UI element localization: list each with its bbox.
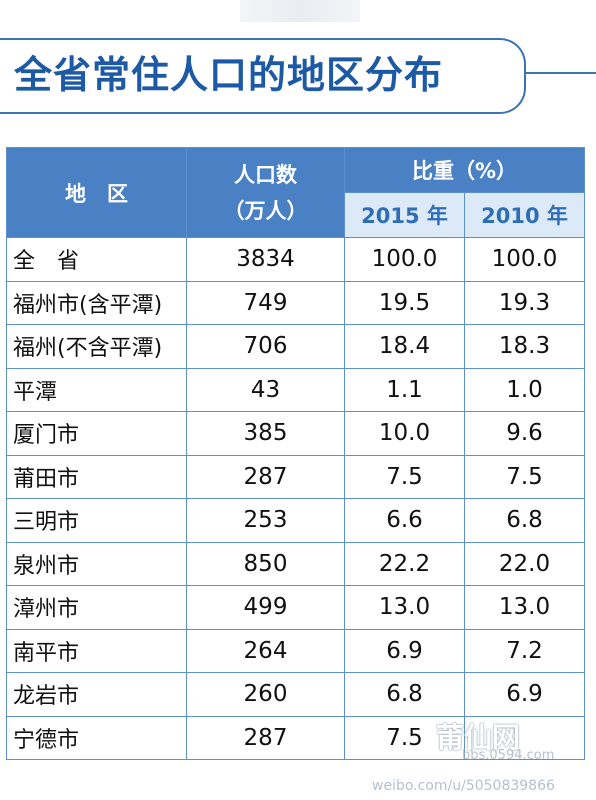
top-watermark-decoration [240, 0, 360, 22]
ratio-2015-cell: 1.1 [344, 367, 465, 412]
title-rule [524, 72, 596, 74]
header-population-line1: 人口数 [234, 162, 297, 187]
region-cell: 厦门市 [6, 411, 187, 456]
region-cell: 平潭 [6, 367, 187, 412]
region-cell: 全 省 [6, 237, 187, 282]
ratio-2010-cell: 7.2 [463, 628, 586, 673]
region-cell: 三明市 [6, 498, 187, 543]
site-url-watermark: bbs.0594.com [462, 748, 555, 763]
region-cell: 福州(不含平潭) [6, 324, 187, 369]
population-cell: 260 [186, 672, 345, 717]
header-ratio: 比重（%） [343, 147, 586, 193]
population-table: 地 区 人口数 （万人） 比重（%） 2015 年 2010 年 全 省 3834… [6, 147, 586, 760]
table-row: 平潭 43 1.1 1.0 [6, 367, 586, 412]
population-cell: 749 [186, 280, 345, 325]
site-logo-watermark: 莆仙网 [436, 721, 521, 754]
ratio-2010-cell: 9.6 [463, 411, 586, 456]
ratio-2010-cell: 100.0 [463, 237, 586, 282]
ratio-2010-cell: 22.0 [463, 541, 586, 586]
table-row: 厦门市 385 10.0 9.6 [6, 411, 586, 456]
ratio-2010-cell: 7.5 [463, 454, 586, 499]
ratio-2015-cell: 10.0 [344, 411, 465, 456]
ratio-2010-cell: 6.9 [463, 672, 586, 717]
population-cell: 499 [186, 585, 345, 630]
ratio-2015-cell: 7.5 [344, 454, 465, 499]
page-title: 全省常住人口的地区分布 [14, 53, 444, 97]
title-frame [0, 38, 526, 114]
ratio-2010-cell: 13.0 [463, 585, 586, 630]
table-row: 全 省 3834 100.0 100.0 [6, 237, 586, 282]
ratio-2015-cell: 18.4 [344, 324, 465, 369]
ratio-2015-cell: 19.5 [344, 280, 465, 325]
ratio-2015-cell: 22.2 [344, 541, 465, 586]
table-row: 三明市 253 6.6 6.8 [6, 498, 586, 543]
table-row: 莆田市 287 7.5 7.5 [6, 454, 586, 499]
ratio-2010-cell [463, 715, 586, 760]
region-cell: 莆田市 [6, 454, 187, 499]
ratio-2010-cell: 18.3 [463, 324, 586, 369]
population-cell: 385 [186, 411, 345, 456]
table-row: 宁德市 287 7.5 [6, 715, 586, 760]
region-cell: 南平市 [6, 628, 187, 673]
ratio-2010-cell: 6.8 [463, 498, 586, 543]
region-cell: 泉州市 [6, 541, 187, 586]
table-row: 福州(不含平潭) 706 18.4 18.3 [6, 324, 586, 369]
ratio-2015-cell: 6.8 [344, 672, 465, 717]
ratio-2015-cell: 100.0 [344, 237, 465, 282]
ratio-2015-cell: 7.5 [344, 715, 465, 760]
region-cell: 龙岩市 [6, 672, 187, 717]
region-cell: 福州市(含平潭) [6, 280, 187, 325]
region-cell: 宁德市 [6, 715, 187, 760]
ratio-2015-cell: 13.0 [344, 585, 465, 630]
header-region: 地 区 [6, 147, 187, 238]
header-population-line2: （万人） [223, 198, 308, 223]
ratio-2010-cell: 1.0 [463, 367, 586, 412]
header-year-2015: 2015 年 [344, 192, 465, 238]
population-cell: 706 [186, 324, 345, 369]
table-row: 泉州市 850 22.2 22.0 [6, 541, 586, 586]
table-row: 漳州市 499 13.0 13.0 [6, 585, 586, 630]
ratio-2010-cell: 19.3 [463, 280, 586, 325]
population-cell: 264 [186, 628, 345, 673]
header-year-2010: 2010 年 [463, 192, 586, 238]
population-cell: 253 [186, 498, 345, 543]
header-population: 人口数 （万人） [186, 147, 345, 238]
ratio-2015-cell: 6.6 [344, 498, 465, 543]
population-cell: 287 [186, 454, 345, 499]
population-cell: 850 [186, 541, 345, 586]
population-cell: 43 [186, 367, 345, 412]
ratio-2015-cell: 6.9 [344, 628, 465, 673]
weibo-watermark: weibo.com/u/5050839866 [372, 778, 555, 794]
table-row: 南平市 264 6.9 7.2 [6, 628, 586, 673]
title-banner: 全省常住人口的地区分布 [0, 38, 596, 118]
population-cell: 287 [186, 715, 345, 760]
table-row: 福州市(含平潭) 749 19.5 19.3 [6, 280, 586, 325]
table-row: 龙岩市 260 6.8 6.9 [6, 672, 586, 717]
population-cell: 3834 [186, 237, 345, 282]
region-cell: 漳州市 [6, 585, 187, 630]
